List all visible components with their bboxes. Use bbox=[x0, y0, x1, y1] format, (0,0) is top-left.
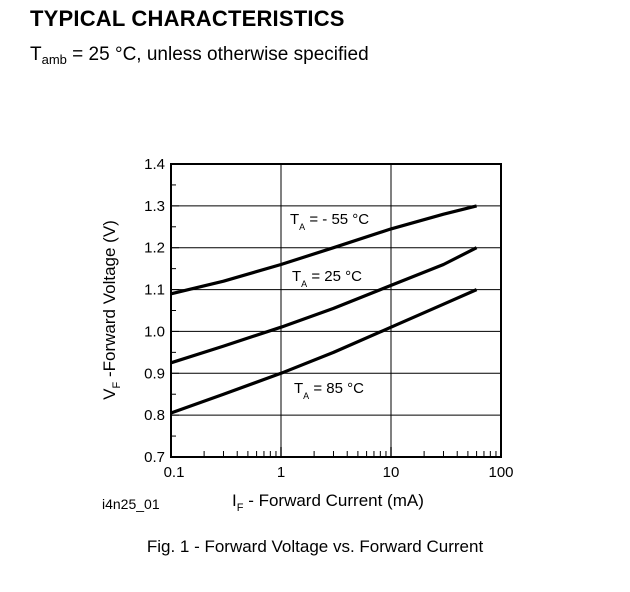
series-label-text: = 25 °C bbox=[307, 268, 362, 285]
y-axis-title: VF -Forward Voltage (V) bbox=[100, 220, 123, 400]
series-label-symbol: T bbox=[292, 268, 301, 285]
x-axis-symbol: I bbox=[232, 491, 237, 510]
page-title: TYPICAL CHARACTERISTICS bbox=[30, 6, 345, 31]
x-tick-label: 0.1 bbox=[164, 464, 185, 481]
series-label-text: = - 55 °C bbox=[305, 211, 369, 228]
y-axis-text: -Forward Voltage (V) bbox=[100, 220, 119, 382]
figure-id: i4n25_01 bbox=[102, 496, 160, 512]
conditions-subscript: amb bbox=[41, 52, 67, 67]
y-tick-label: 0.9 bbox=[144, 365, 165, 382]
conditions-text: = 25 °C, unless otherwise specified bbox=[66, 44, 369, 65]
x-axis-text: - Forward Current (mA) bbox=[243, 491, 423, 510]
major-grid bbox=[171, 164, 501, 457]
y-axis-symbol: V bbox=[100, 388, 119, 400]
series-label: TA = 85 °C bbox=[294, 380, 364, 401]
y-tick-label: 1.1 bbox=[144, 282, 165, 299]
series-label-symbol: T bbox=[290, 211, 299, 228]
series-line bbox=[170, 288, 478, 415]
series-line bbox=[170, 246, 478, 365]
series-label-text: = 85 °C bbox=[309, 380, 364, 397]
series-line bbox=[170, 204, 477, 296]
conditions-note: Tamb = 25 °C, unless otherwise specified bbox=[30, 44, 369, 67]
y-tick-label: 0.7 bbox=[144, 449, 165, 466]
series-label-subscript: A bbox=[303, 391, 309, 401]
x-axis-subscript: F bbox=[237, 502, 244, 514]
y-tick-label: 1.2 bbox=[144, 240, 165, 257]
y-tick-label: 1.0 bbox=[144, 323, 165, 340]
series-label-symbol: T bbox=[294, 380, 303, 397]
series-label-subscript: A bbox=[301, 279, 307, 289]
y-axis-subscript: F bbox=[111, 381, 123, 388]
series-label-subscript: A bbox=[299, 222, 305, 232]
axis-ticks bbox=[170, 163, 502, 458]
y-tick-label: 1.3 bbox=[144, 198, 165, 215]
x-tick-label: 100 bbox=[488, 464, 513, 481]
figure-caption: Fig. 1 - Forward Voltage vs. Forward Cur… bbox=[146, 537, 484, 556]
y-tick-label: 0.8 bbox=[144, 407, 165, 424]
conditions-symbol: T bbox=[30, 44, 42, 65]
series-labels: TA = - 55 °CTA = 25 °CTA = 85 °C bbox=[290, 211, 369, 401]
y-tick-label: 1.4 bbox=[144, 156, 165, 173]
x-tick-label: 10 bbox=[383, 464, 400, 481]
series-label: TA = - 55 °C bbox=[290, 211, 369, 232]
plot-frame bbox=[170, 163, 502, 458]
x-tick-label: 1 bbox=[277, 464, 285, 481]
tick-labels: 0.1 1 10 100 0.7 0.8 0.9 1.0 1.1 1.2 1.3 1.4 bbox=[144, 156, 513, 481]
series-lines bbox=[170, 204, 478, 415]
series-label: TA = 25 °C bbox=[292, 268, 362, 289]
x-axis-title: IF - Forward Current (mA) bbox=[232, 491, 424, 514]
